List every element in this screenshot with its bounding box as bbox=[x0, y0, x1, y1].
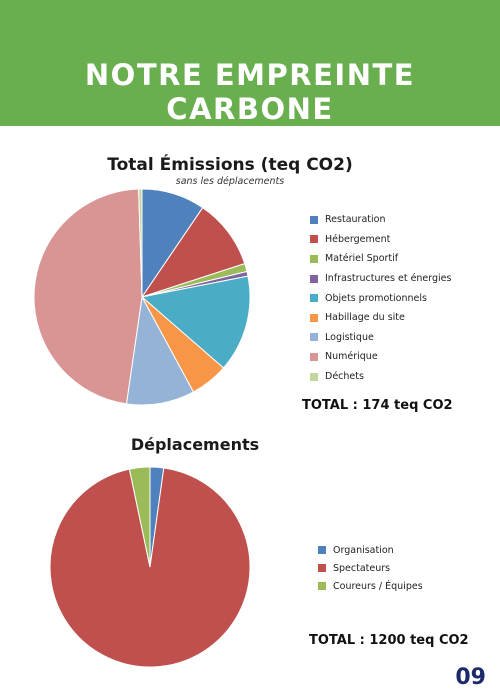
pie-chart-emissions bbox=[33, 188, 251, 406]
legend-label: Objets promotionnels bbox=[325, 292, 427, 304]
legend-label: Coureurs / Équipes bbox=[333, 580, 423, 592]
chart-title-total-emissions: Total Émissions (teq CO2) bbox=[107, 155, 353, 175]
header-band bbox=[0, 0, 500, 126]
legend-item-logistique: Logistique bbox=[310, 328, 451, 348]
page-title: NOTRE EMPREINTE CARBONE bbox=[84, 58, 416, 126]
legend-swatch bbox=[310, 333, 318, 342]
legend-swatch bbox=[310, 313, 318, 322]
legend-swatch bbox=[310, 215, 318, 224]
pie-slice-objets-promotionnels bbox=[140, 275, 251, 369]
legend-item-organisation: Organisation bbox=[318, 541, 423, 559]
legend-item-infrastructures-et-energies: Infrastructures et énergies bbox=[310, 269, 451, 289]
pie-slice-numerique bbox=[33, 188, 143, 405]
legend-emissions: Restauration Hébergement Matériel Sportif I… bbox=[310, 210, 451, 386]
legend-item-dechets: Déchets bbox=[310, 367, 451, 387]
legend-label: Spectateurs bbox=[333, 562, 391, 574]
pie-slice-coureurs-equipes bbox=[128, 466, 151, 568]
legend-swatch bbox=[310, 372, 318, 381]
legend-deplacements: Organisation Spectateurs Coureurs / Équipe… bbox=[318, 541, 423, 595]
chart-subtitle: sans les déplacements bbox=[175, 176, 285, 187]
legend-swatch bbox=[318, 582, 326, 590]
legend-item-numerique: Numérique bbox=[310, 347, 451, 367]
pie-slice-spectateurs bbox=[49, 467, 251, 668]
legend-item-materiel-sportif: Matériel Sportif bbox=[310, 249, 451, 269]
legend-swatch bbox=[310, 294, 318, 303]
legend-label: Hébergement bbox=[325, 233, 391, 245]
legend-item-hebergement: Hébergement bbox=[310, 230, 451, 250]
pie-slice-dechets bbox=[138, 188, 143, 298]
legend-swatch bbox=[310, 274, 318, 283]
legend-label: Habillage du site bbox=[325, 312, 405, 324]
pie-chart-deplacements bbox=[49, 466, 251, 668]
legend-swatch bbox=[310, 352, 318, 361]
legend-label: Restauration bbox=[325, 214, 386, 226]
legend-item-objets-promotionnels: Objets promotionnels bbox=[310, 288, 451, 308]
legend-swatch bbox=[318, 564, 326, 572]
legend-label: Organisation bbox=[333, 544, 394, 556]
legend-label: Déchets bbox=[325, 371, 364, 383]
total-deplacements-label: TOTAL : 1200 teq CO2 bbox=[309, 633, 469, 648]
chart-title-deplacements: Déplacements bbox=[130, 435, 260, 454]
legend-label: Infrastructures et énergies bbox=[325, 273, 452, 285]
legend-item-habillage-du-site: Habillage du site bbox=[310, 308, 451, 328]
legend-item-spectateurs: Spectateurs bbox=[318, 559, 423, 577]
legend-item-coureurs-equipes: Coureurs / Équipes bbox=[318, 577, 423, 595]
legend-swatch bbox=[310, 254, 318, 263]
legend-label: Matériel Sportif bbox=[325, 253, 399, 265]
page-number: 09 bbox=[455, 665, 486, 690]
legend-label: Logistique bbox=[325, 331, 374, 343]
pie-slice-hebergement bbox=[140, 206, 246, 298]
legend-swatch bbox=[318, 546, 326, 554]
legend-item-restauration: Restauration bbox=[310, 210, 451, 230]
legend-swatch bbox=[310, 235, 318, 244]
total-emissions-label: TOTAL : 174 teq CO2 bbox=[302, 398, 453, 413]
legend-label: Numérique bbox=[325, 351, 378, 363]
